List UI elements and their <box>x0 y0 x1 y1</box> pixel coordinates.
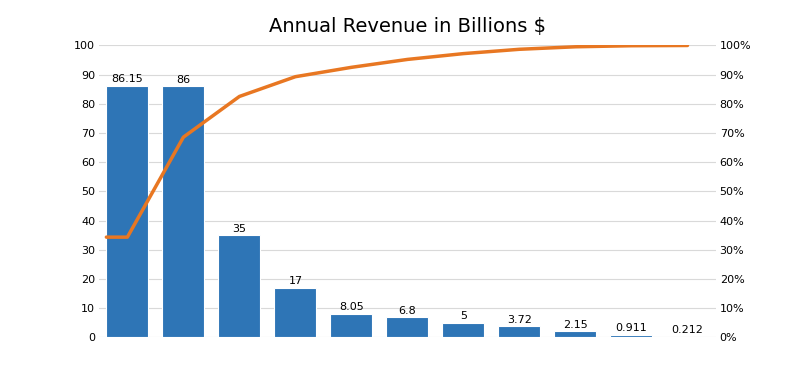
Bar <box>162 86 204 337</box>
Bar <box>219 235 261 337</box>
Bar <box>107 86 149 337</box>
Title: Annual Revenue in Billions $: Annual Revenue in Billions $ <box>269 17 546 36</box>
Text: 6.8: 6.8 <box>398 306 417 316</box>
Text: 35: 35 <box>232 224 246 234</box>
Bar <box>274 288 316 337</box>
Bar <box>331 314 372 337</box>
Text: 2.15: 2.15 <box>563 319 588 330</box>
Text: 8.05: 8.05 <box>339 302 364 312</box>
Text: 86.15: 86.15 <box>111 74 143 85</box>
Text: 17: 17 <box>289 276 302 286</box>
Text: 3.72: 3.72 <box>507 315 532 325</box>
Text: 5: 5 <box>460 311 467 321</box>
Bar <box>443 323 484 337</box>
Bar <box>611 335 653 337</box>
Bar <box>386 318 429 337</box>
Bar <box>498 326 541 337</box>
Text: 86: 86 <box>176 75 191 85</box>
Text: 0.212: 0.212 <box>672 325 704 335</box>
Bar <box>554 331 596 337</box>
Text: 0.911: 0.911 <box>615 323 647 333</box>
